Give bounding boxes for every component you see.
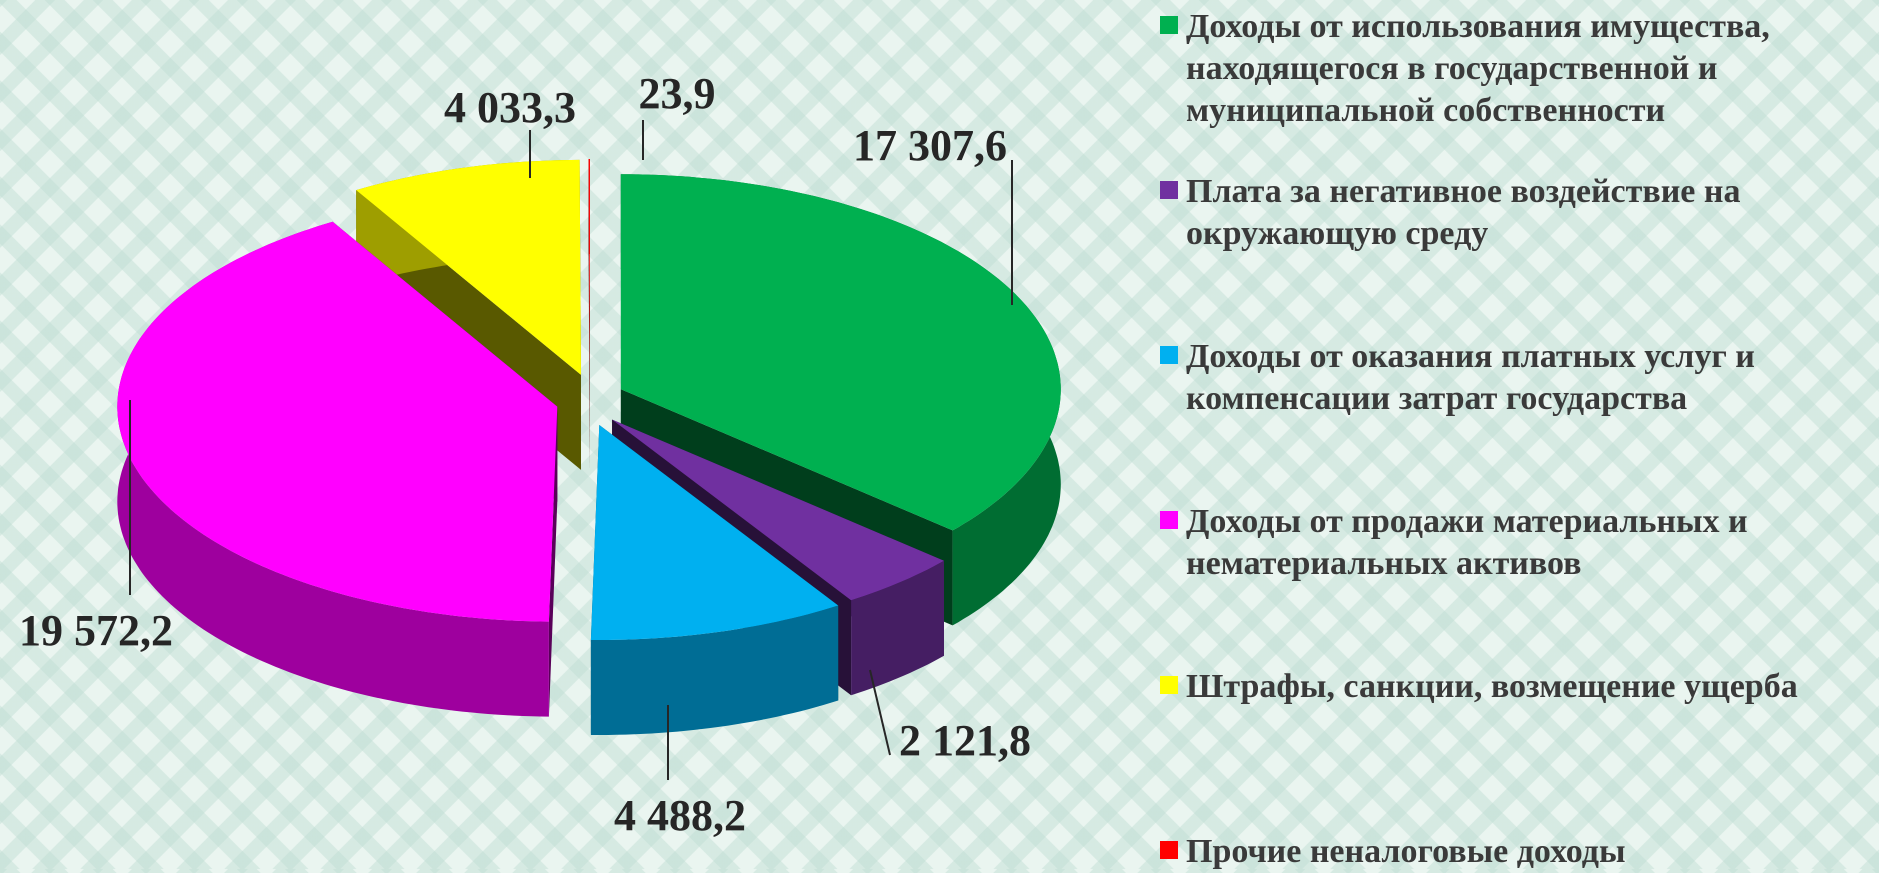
legend-item: Доходы от оказания платных услуг и компе…: [1160, 336, 1875, 420]
slice: [117, 221, 558, 622]
data-label: 19 572,2: [19, 606, 173, 655]
legend-label: Доходы от оказания платных услуг и компе…: [1186, 338, 1755, 417]
legend-swatch: [1160, 16, 1178, 34]
legend-swatch: [1160, 511, 1178, 529]
data-label: 4 488,2: [614, 791, 746, 840]
legend-label: Доходы от использования имущества, наход…: [1186, 8, 1770, 129]
slice: [590, 425, 839, 640]
legend-item: Штрафы, санкции, возмещение ущерба: [1160, 666, 1798, 708]
data-label: 17 307,6: [853, 121, 1007, 170]
legend-swatch: [1160, 181, 1178, 199]
legend: Доходы от использования имущества, наход…: [1160, 0, 1875, 870]
legend-swatch: [1160, 676, 1178, 694]
legend-item: Плата за негативное воздействие на окруж…: [1160, 171, 1875, 255]
slice: [588, 159, 590, 374]
legend-label: Штрафы, санкции, возмещение ущерба: [1186, 668, 1798, 705]
slice: [620, 174, 1061, 531]
legend-swatch: [1160, 346, 1178, 364]
legend-item: Прочие неналоговые доходы: [1160, 831, 1626, 873]
data-label: 4 033,3: [444, 83, 576, 132]
legend-item: Доходы от продажи материальных и нематер…: [1160, 501, 1875, 585]
slice: [356, 159, 581, 375]
legend-label: Доходы от продажи материальных и нематер…: [1186, 503, 1748, 582]
slice: [612, 419, 944, 601]
slice-wall: [851, 560, 944, 696]
legend-item: Доходы от использования имущества, наход…: [1160, 6, 1875, 132]
data-label: 23,9: [639, 69, 716, 118]
legend-label: Плата за негативное воздействие на окруж…: [1186, 173, 1741, 252]
legend-swatch: [1160, 841, 1178, 859]
legend-label: Прочие неналоговые доходы: [1186, 833, 1626, 870]
data-label: 2 121,8: [899, 716, 1031, 765]
leader-line: [869, 669, 891, 756]
slice-wall: [590, 605, 839, 735]
